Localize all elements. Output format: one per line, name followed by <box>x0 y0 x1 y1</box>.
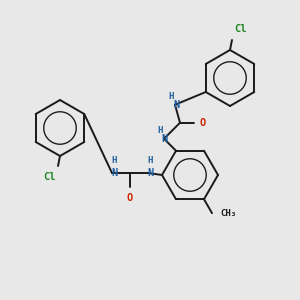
Text: Cl: Cl <box>234 24 247 34</box>
Text: H: H <box>157 126 163 135</box>
Text: N: N <box>173 100 179 110</box>
Text: H: H <box>168 92 174 101</box>
Text: N: N <box>147 168 153 178</box>
Text: N: N <box>111 168 117 178</box>
Text: Cl: Cl <box>44 172 56 182</box>
Text: O: O <box>127 193 133 203</box>
Text: H: H <box>147 156 153 165</box>
Text: O: O <box>200 118 206 128</box>
Text: CH₃: CH₃ <box>220 208 236 217</box>
Text: H: H <box>111 156 117 165</box>
Text: N: N <box>162 134 168 144</box>
